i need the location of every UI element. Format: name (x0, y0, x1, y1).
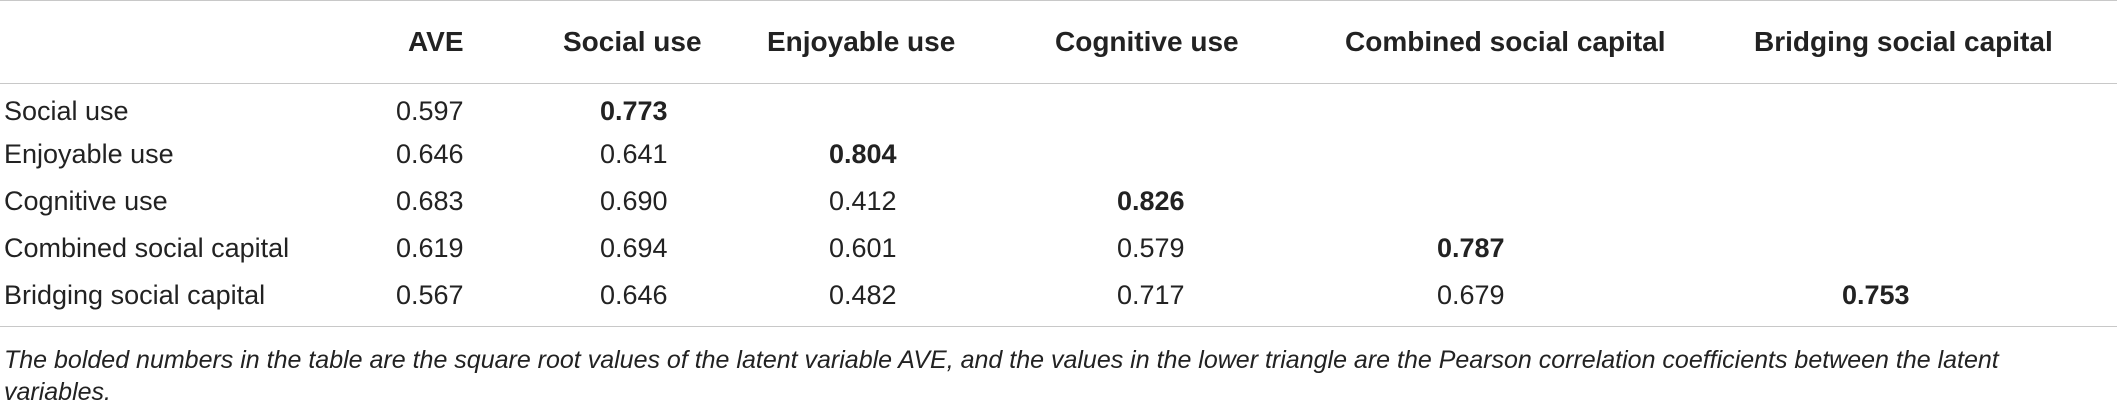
row-label-bridging-social-capital: Bridging social capital (0, 271, 378, 327)
table-footnote: The bolded numbers in the table are the … (4, 346, 1999, 406)
table-cell: 0.679 (1345, 271, 1754, 327)
row-label-enjoyable-use: Enjoyable use (4, 138, 174, 169)
header-cell-bridging-social-capital: Bridging social capital (1754, 0, 2117, 84)
table-cell: 0.683 (396, 185, 464, 216)
row-label-social-use: Social use (4, 95, 129, 126)
correlation-table-container: AVE Social use Enjoyable use Cognitive u… (0, 0, 2117, 327)
header-enjoyable-use-text: Enjoyable use (767, 26, 956, 57)
table-cell (1754, 84, 2117, 131)
table-row: Cognitive use 0.683 0.690 0.412 0.826 (0, 178, 2117, 225)
header-social-use-text: Social use (563, 26, 702, 57)
diagonal-cell: 0.804 (829, 138, 897, 169)
table-row: Enjoyable use 0.646 0.641 0.804 (0, 131, 2117, 178)
table-cell: 0.579 (1117, 232, 1185, 263)
header-combined-social-capital-text: Combined social capital (1345, 26, 1666, 57)
table-cell: 0.567 (378, 271, 563, 327)
table-cell (767, 84, 1055, 131)
table-cell: 0.619 (396, 232, 464, 263)
header-cell-blank (0, 0, 378, 84)
diagonal-cell: 0.787 (1437, 232, 1505, 263)
diagonal-cell: 0.753 (1754, 271, 2117, 327)
diagonal-cell: 0.826 (1117, 185, 1185, 216)
table-cell: 0.646 (396, 138, 464, 169)
table-row: Combined social capital 0.619 0.694 0.60… (0, 225, 2117, 272)
correlation-table: AVE Social use Enjoyable use Cognitive u… (0, 0, 2117, 327)
table-cell: 0.641 (600, 138, 668, 169)
diagonal-cell: 0.773 (600, 95, 668, 126)
header-cognitive-use-text: Cognitive use (1055, 26, 1239, 57)
row-label-combined-social-capital: Combined social capital (4, 232, 290, 263)
table-cell (1754, 178, 2117, 225)
table-cell (1754, 131, 2117, 178)
header-cell-social-use: Social use (563, 0, 767, 84)
header-bridging-social-capital-text: Bridging social capital (1754, 26, 2053, 57)
table-cell: 0.412 (829, 185, 897, 216)
table-cell: 0.597 (396, 95, 464, 126)
table-cell: 0.601 (829, 232, 897, 263)
table-cell: 0.694 (600, 232, 668, 263)
table-cell: 0.482 (767, 271, 1055, 327)
table-cell (1345, 131, 1754, 178)
header-ave-text: AVE (408, 26, 464, 57)
table-cell: 0.690 (600, 185, 668, 216)
table-cell (1345, 84, 1754, 131)
table-header-row: AVE Social use Enjoyable use Cognitive u… (0, 0, 2117, 84)
table-cell (1055, 131, 1345, 178)
table-cell (1345, 178, 1754, 225)
header-cell-combined-social-capital: Combined social capital (1345, 0, 1754, 84)
table-row: Bridging social capital 0.567 0.646 0.48… (0, 271, 2117, 327)
header-cell-enjoyable-use: Enjoyable use (767, 0, 1055, 84)
row-label-cognitive-use: Cognitive use (4, 185, 168, 216)
table-cell (1055, 84, 1345, 131)
table-cell (1754, 225, 2117, 272)
table-cell: 0.717 (1055, 271, 1345, 327)
header-cell-cognitive-use: Cognitive use (1055, 0, 1345, 84)
table-row: Social use 0.597 0.773 (0, 84, 2117, 131)
table-cell: 0.646 (563, 271, 767, 327)
header-cell-ave: AVE (378, 0, 563, 84)
